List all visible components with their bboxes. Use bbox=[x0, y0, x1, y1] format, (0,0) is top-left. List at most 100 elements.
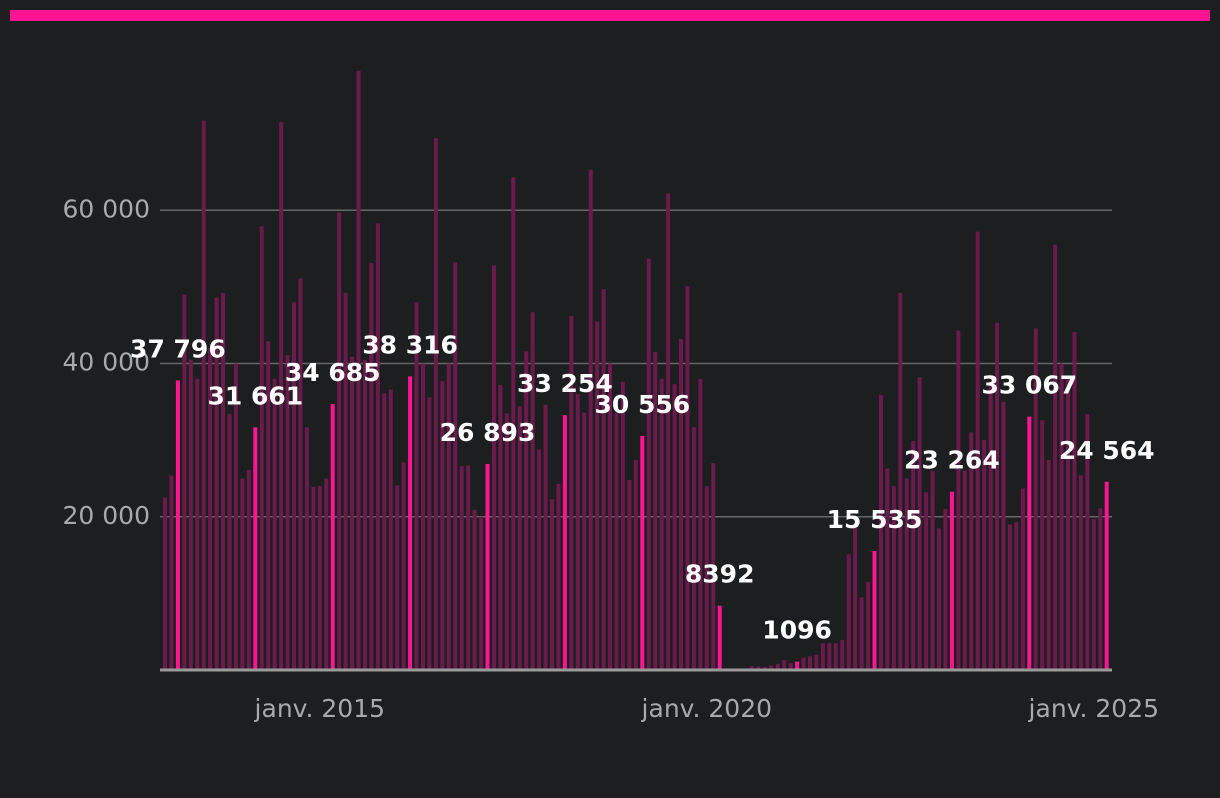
bar bbox=[949, 491, 954, 670]
bar bbox=[556, 483, 561, 670]
bar bbox=[279, 122, 284, 671]
bar bbox=[1033, 328, 1038, 670]
bar bbox=[266, 341, 271, 670]
bar bbox=[259, 226, 264, 670]
bar bbox=[891, 486, 896, 670]
bar bbox=[1053, 244, 1058, 670]
bar bbox=[620, 381, 625, 670]
bar bbox=[601, 289, 606, 670]
bar bbox=[1098, 508, 1103, 670]
bar bbox=[221, 293, 226, 670]
value-label: 34 685 bbox=[285, 358, 381, 387]
value-label: 1096 bbox=[762, 616, 832, 645]
bar bbox=[666, 193, 671, 670]
bar bbox=[885, 468, 890, 670]
bar bbox=[962, 470, 967, 670]
bar bbox=[169, 475, 174, 670]
bar bbox=[653, 352, 658, 670]
bar bbox=[453, 262, 458, 670]
bar bbox=[530, 312, 535, 670]
bar bbox=[433, 138, 438, 670]
bar bbox=[782, 660, 787, 670]
bar bbox=[698, 378, 703, 670]
bar bbox=[1040, 420, 1045, 670]
value-label: 24 564 bbox=[1059, 436, 1155, 465]
bar bbox=[956, 330, 961, 670]
bar bbox=[472, 509, 477, 670]
value-label: 23 264 bbox=[904, 446, 1000, 475]
bar bbox=[878, 394, 883, 670]
bar bbox=[427, 397, 432, 670]
bar bbox=[614, 413, 619, 670]
bar bbox=[575, 394, 580, 670]
bar bbox=[227, 414, 232, 670]
bar bbox=[1014, 522, 1019, 670]
bar bbox=[943, 509, 948, 670]
bar bbox=[672, 384, 677, 670]
value-label: 31 661 bbox=[207, 381, 303, 410]
value-label: 15 535 bbox=[827, 505, 923, 534]
value-label: 8392 bbox=[685, 560, 755, 589]
bar bbox=[795, 661, 800, 670]
bar bbox=[285, 355, 290, 670]
bar bbox=[298, 278, 303, 670]
bar bbox=[569, 315, 574, 670]
bar bbox=[685, 286, 690, 670]
bar bbox=[633, 460, 638, 670]
bar bbox=[762, 666, 767, 670]
bar bbox=[511, 177, 516, 670]
bar bbox=[504, 413, 509, 670]
bar bbox=[1001, 401, 1006, 670]
bar bbox=[356, 70, 361, 671]
bar bbox=[704, 486, 709, 670]
y-tick-label: 40 000 bbox=[63, 348, 150, 377]
bar bbox=[840, 640, 845, 670]
bar bbox=[408, 376, 413, 670]
x-tick-label: janv. 2020 bbox=[641, 694, 772, 723]
bar bbox=[775, 663, 780, 670]
bar bbox=[814, 654, 819, 670]
bar bbox=[537, 449, 542, 670]
bar bbox=[304, 427, 309, 670]
bar bbox=[1091, 519, 1096, 670]
bar bbox=[820, 643, 825, 670]
bar bbox=[995, 322, 1000, 670]
bar bbox=[801, 657, 806, 670]
bar bbox=[898, 293, 903, 670]
bar bbox=[872, 550, 877, 670]
bar bbox=[188, 359, 193, 670]
bar bbox=[808, 656, 812, 670]
bar bbox=[375, 223, 380, 670]
bar bbox=[201, 120, 206, 670]
bar bbox=[214, 297, 219, 670]
bar bbox=[246, 470, 251, 670]
bar bbox=[924, 492, 929, 670]
bar bbox=[395, 485, 400, 670]
bar bbox=[562, 415, 567, 670]
bar bbox=[421, 363, 425, 670]
bar bbox=[550, 499, 554, 670]
bar bbox=[324, 478, 329, 670]
bar bbox=[1020, 488, 1025, 670]
bar bbox=[182, 294, 187, 670]
value-label: 38 316 bbox=[362, 330, 458, 359]
bar bbox=[691, 427, 696, 670]
value-label: 33 254 bbox=[517, 369, 613, 398]
bar bbox=[1007, 524, 1012, 670]
bar bbox=[382, 393, 387, 670]
bar bbox=[240, 478, 245, 670]
bar bbox=[627, 479, 632, 670]
bar bbox=[524, 351, 529, 670]
bar bbox=[988, 386, 993, 670]
bar bbox=[1104, 481, 1109, 670]
x-tick-label: janv. 2025 bbox=[1028, 694, 1159, 723]
bar bbox=[975, 231, 980, 670]
bar bbox=[846, 554, 851, 670]
bar bbox=[233, 363, 238, 670]
bar bbox=[401, 462, 406, 670]
bar bbox=[330, 404, 335, 670]
bar bbox=[1078, 475, 1083, 670]
bar bbox=[208, 348, 213, 670]
bar bbox=[969, 432, 974, 670]
